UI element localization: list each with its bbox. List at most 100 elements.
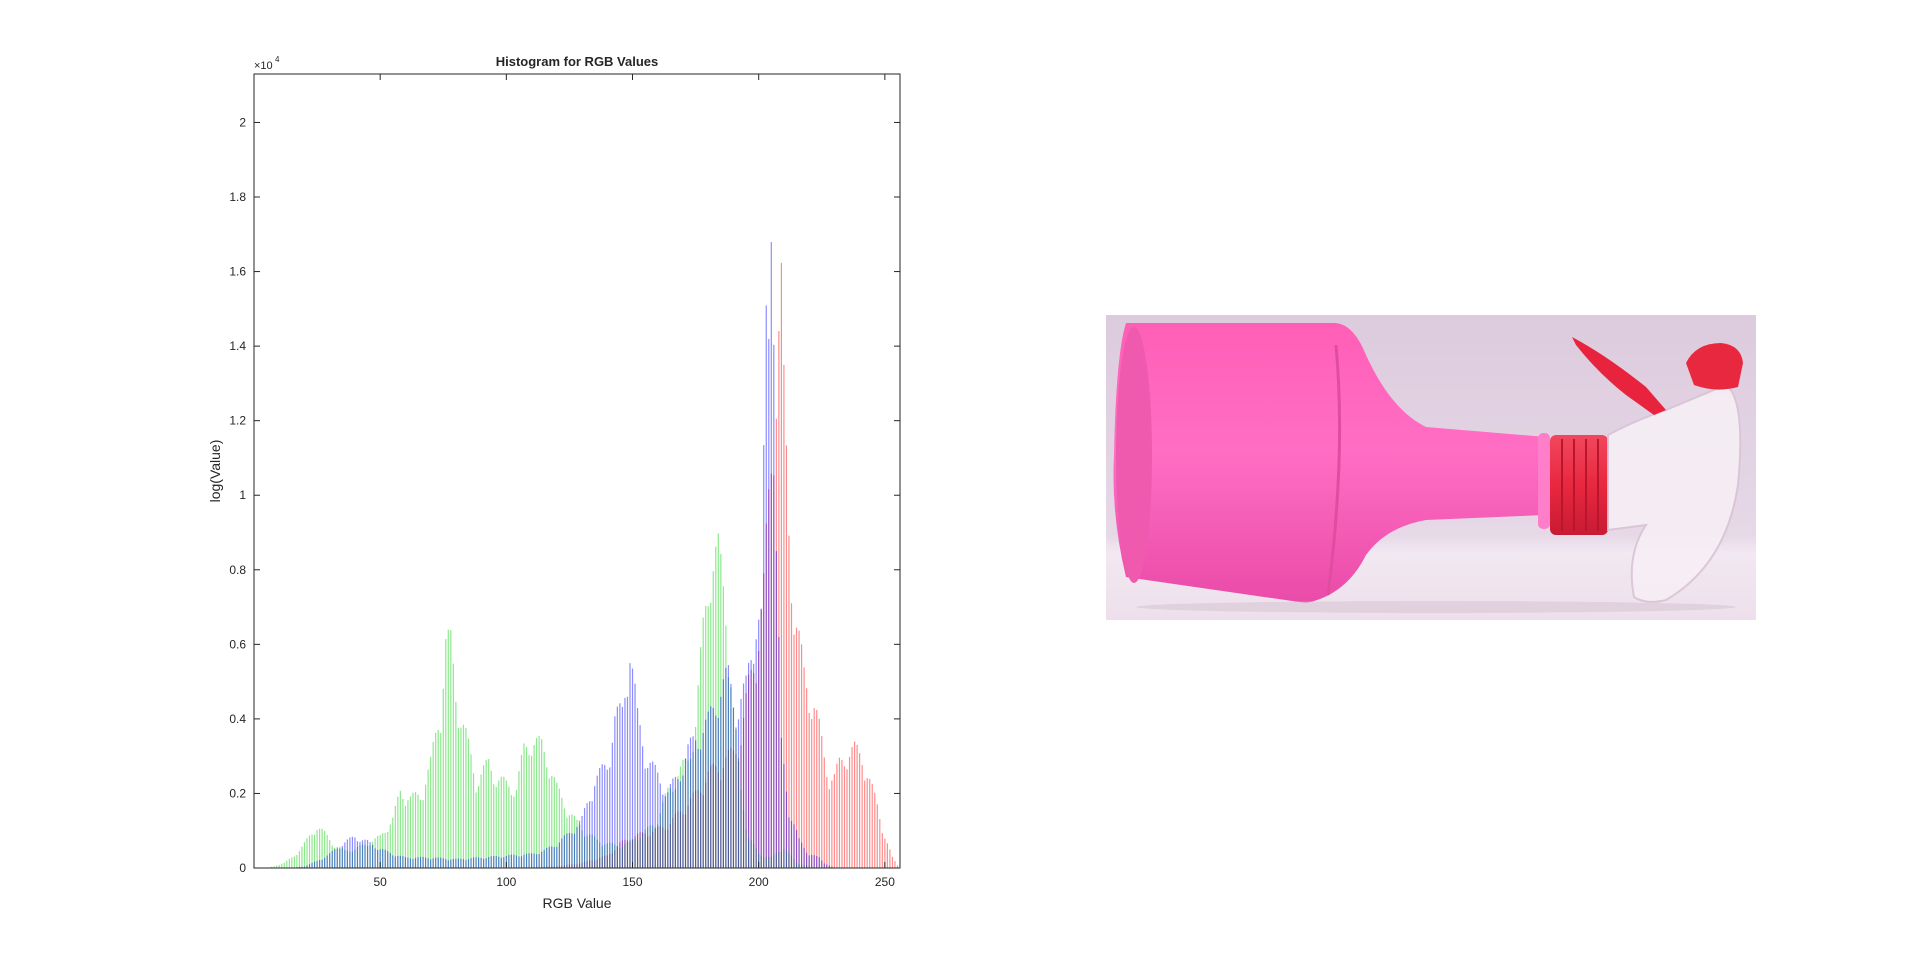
bar-B-123 bbox=[563, 835, 565, 868]
bar-G-132 bbox=[586, 835, 588, 868]
bar-G-133 bbox=[589, 834, 591, 868]
bar-R-220 bbox=[808, 712, 810, 868]
bar-B-225 bbox=[821, 860, 823, 868]
bar-R-167 bbox=[674, 813, 677, 868]
bar-R-246 bbox=[874, 792, 876, 868]
bar-B-24 bbox=[313, 861, 316, 868]
bar-R-141 bbox=[609, 853, 611, 868]
bar-R-230 bbox=[833, 774, 835, 868]
bar-B-155 bbox=[644, 768, 646, 868]
bar-B-136 bbox=[596, 775, 598, 868]
bar-R-193 bbox=[740, 745, 742, 868]
bar-B-97 bbox=[498, 856, 500, 868]
bar-B-215 bbox=[795, 830, 798, 868]
bar-R-252 bbox=[889, 849, 891, 868]
bar-B-104 bbox=[515, 855, 518, 868]
bar-R-214 bbox=[793, 634, 795, 868]
bar-G-76 bbox=[445, 639, 447, 868]
bar-R-169 bbox=[679, 811, 682, 868]
bar-G-206 bbox=[773, 854, 775, 868]
bar-B-182 bbox=[712, 707, 714, 868]
bar-R-206 bbox=[773, 475, 775, 868]
bar-G-49 bbox=[377, 835, 379, 868]
bar-G-177 bbox=[700, 647, 702, 868]
bar-B-139 bbox=[604, 764, 606, 868]
bar-B-134 bbox=[591, 801, 593, 868]
bar-G-109 bbox=[528, 754, 530, 868]
y-exponent-power: 4 bbox=[275, 55, 280, 64]
bar-G-198 bbox=[753, 843, 755, 868]
bar-G-142 bbox=[611, 842, 613, 868]
bar-G-169 bbox=[679, 766, 682, 868]
bar-R-223 bbox=[816, 709, 818, 868]
bar-B-122 bbox=[561, 838, 563, 868]
bar-G-182 bbox=[712, 571, 714, 868]
bar-G-136 bbox=[596, 839, 598, 868]
bar-B-163 bbox=[664, 796, 666, 868]
bar-R-236 bbox=[848, 756, 851, 868]
bar-R-197 bbox=[750, 669, 752, 868]
bar-R-251 bbox=[886, 843, 888, 868]
bar-G-179 bbox=[705, 606, 707, 868]
bar-B-35 bbox=[341, 846, 343, 868]
bar-R-222 bbox=[813, 708, 815, 868]
bar-B-101 bbox=[508, 855, 510, 868]
bar-G-151 bbox=[634, 839, 636, 868]
bar-G-197 bbox=[750, 840, 752, 868]
bar-G-138 bbox=[601, 845, 603, 868]
bar-B-38 bbox=[349, 837, 351, 868]
bar-R-135 bbox=[594, 860, 596, 868]
bar-G-187 bbox=[725, 625, 727, 868]
bar-G-7 bbox=[271, 866, 273, 868]
bar-R-231 bbox=[836, 763, 838, 868]
bar-G-73 bbox=[437, 729, 439, 868]
bar-R-165 bbox=[669, 824, 671, 868]
bar-B-204 bbox=[768, 338, 770, 868]
bar-B-23 bbox=[311, 862, 313, 868]
bar-B-87 bbox=[472, 857, 475, 868]
series-R bbox=[508, 262, 899, 868]
bar-G-70 bbox=[430, 756, 432, 868]
bar-B-37 bbox=[346, 839, 348, 868]
bar-G-146 bbox=[621, 846, 624, 868]
bar-B-144 bbox=[616, 706, 618, 868]
bar-R-221 bbox=[811, 718, 813, 868]
bar-G-69 bbox=[427, 769, 429, 868]
bar-G-175 bbox=[695, 726, 697, 868]
bar-R-152 bbox=[636, 833, 639, 868]
bar-R-184 bbox=[717, 772, 719, 868]
bar-B-151 bbox=[634, 683, 636, 868]
bar-B-219 bbox=[806, 852, 808, 868]
bar-G-153 bbox=[639, 838, 641, 868]
bar-G-22 bbox=[308, 835, 311, 868]
bar-R-183 bbox=[715, 766, 717, 868]
bar-B-63 bbox=[412, 859, 414, 868]
bar-B-95 bbox=[493, 855, 495, 868]
bar-G-200 bbox=[758, 853, 760, 868]
bar-B-55 bbox=[392, 855, 394, 868]
bar-G-158 bbox=[652, 825, 654, 868]
bar-R-239 bbox=[856, 744, 858, 868]
bar-B-210 bbox=[783, 764, 785, 868]
bar-B-186 bbox=[722, 679, 724, 868]
bar-B-113 bbox=[538, 853, 540, 868]
bar-R-249 bbox=[881, 833, 883, 868]
bar-B-91 bbox=[483, 858, 485, 868]
bar-B-169 bbox=[679, 781, 682, 868]
bar-R-164 bbox=[667, 829, 669, 868]
bar-R-248 bbox=[879, 819, 881, 868]
bar-G-42 bbox=[359, 845, 361, 868]
bar-G-143 bbox=[614, 844, 616, 868]
bar-B-138 bbox=[601, 764, 603, 868]
bar-R-148 bbox=[626, 840, 629, 868]
bar-G-21 bbox=[306, 838, 308, 868]
bar-G-222 bbox=[813, 866, 815, 868]
bar-G-68 bbox=[424, 784, 427, 868]
bar-B-69 bbox=[427, 858, 429, 868]
bar-B-159 bbox=[654, 764, 656, 868]
bar-G-212 bbox=[788, 852, 790, 868]
bar-G-29 bbox=[326, 834, 328, 868]
bar-G-71 bbox=[432, 741, 434, 868]
bar-R-216 bbox=[798, 630, 800, 868]
bar-G-168 bbox=[677, 776, 679, 868]
